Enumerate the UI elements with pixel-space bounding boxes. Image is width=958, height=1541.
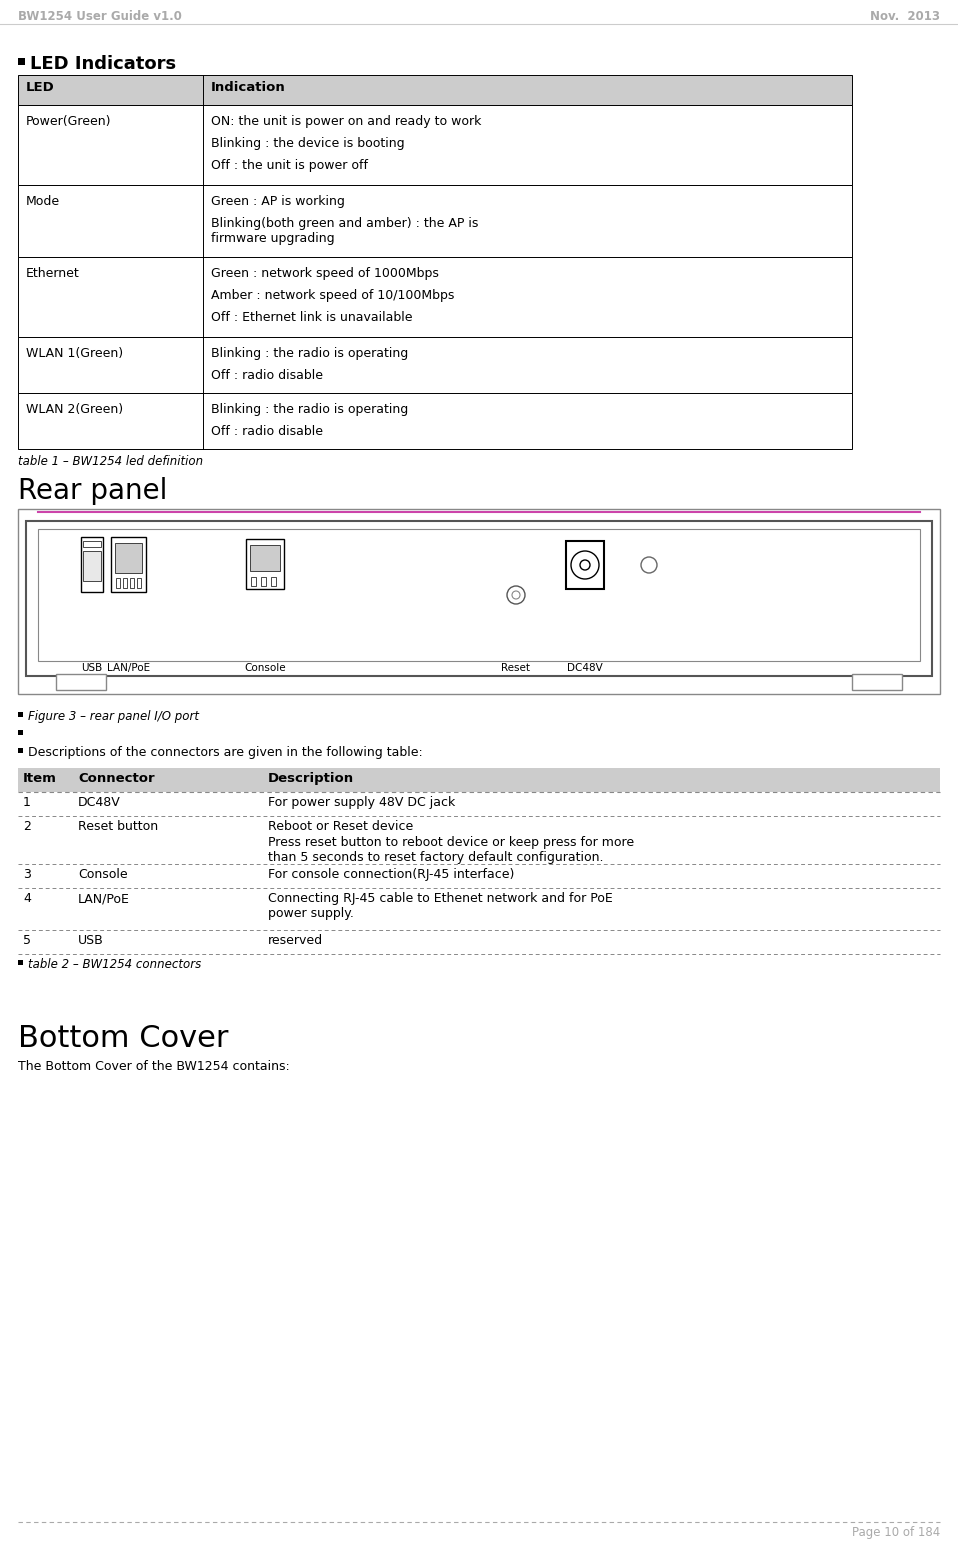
Bar bbox=[115, 542, 142, 573]
Text: Connector: Connector bbox=[78, 772, 154, 784]
Bar bbox=[18, 337, 852, 393]
Bar bbox=[18, 712, 23, 717]
Text: Blinking : the radio is operating: Blinking : the radio is operating bbox=[211, 347, 408, 361]
Bar bbox=[18, 393, 852, 448]
Bar bbox=[123, 578, 127, 589]
Bar bbox=[246, 539, 284, 589]
Text: USB: USB bbox=[78, 934, 103, 948]
Text: Figure 3 – rear panel I/O port: Figure 3 – rear panel I/O port bbox=[28, 710, 199, 723]
Text: Amber : network speed of 10/100Mbps: Amber : network speed of 10/100Mbps bbox=[211, 290, 454, 302]
Text: Off : radio disable: Off : radio disable bbox=[211, 425, 323, 438]
Bar bbox=[130, 578, 134, 589]
Text: 3: 3 bbox=[23, 868, 31, 881]
Text: The Bottom Cover of the BW1254 contains:: The Bottom Cover of the BW1254 contains: bbox=[18, 1060, 289, 1073]
Bar bbox=[83, 541, 101, 547]
Bar bbox=[18, 185, 852, 257]
Text: WLAN 2(Green): WLAN 2(Green) bbox=[26, 404, 124, 416]
Text: WLAN 1(Green): WLAN 1(Green) bbox=[26, 347, 124, 361]
Bar bbox=[137, 578, 141, 589]
Text: 4: 4 bbox=[23, 892, 31, 905]
Text: BW1254 User Guide v1.0: BW1254 User Guide v1.0 bbox=[18, 9, 182, 23]
Text: LED: LED bbox=[26, 82, 55, 94]
Text: Ethernet: Ethernet bbox=[26, 267, 80, 280]
Bar bbox=[18, 76, 852, 105]
Text: Console: Console bbox=[78, 868, 127, 881]
Text: 5: 5 bbox=[23, 934, 31, 948]
Text: Off : Ethernet link is unavailable: Off : Ethernet link is unavailable bbox=[211, 311, 413, 324]
Circle shape bbox=[641, 556, 657, 573]
Text: Blinking : the radio is operating: Blinking : the radio is operating bbox=[211, 404, 408, 416]
Text: Page 10 of 184: Page 10 of 184 bbox=[852, 1526, 940, 1539]
Text: reserved: reserved bbox=[268, 934, 323, 948]
Text: Blinking(both green and amber) : the AP is
firmware upgrading: Blinking(both green and amber) : the AP … bbox=[211, 217, 478, 245]
Text: USB: USB bbox=[81, 663, 103, 673]
Bar bbox=[250, 546, 280, 572]
Bar bbox=[26, 521, 932, 676]
Text: LED Indicators: LED Indicators bbox=[30, 55, 176, 72]
Text: table 2 – BW1254 connectors: table 2 – BW1254 connectors bbox=[28, 959, 201, 971]
Text: Bottom Cover: Bottom Cover bbox=[18, 1025, 229, 1053]
Bar bbox=[81, 536, 103, 592]
Text: DC48V: DC48V bbox=[78, 797, 121, 809]
Text: Description: Description bbox=[268, 772, 354, 784]
Text: Green : AP is working: Green : AP is working bbox=[211, 196, 345, 208]
Text: Rear panel: Rear panel bbox=[18, 478, 168, 505]
Text: Reset: Reset bbox=[501, 663, 531, 673]
Text: DC48V: DC48V bbox=[567, 663, 603, 673]
Bar bbox=[852, 673, 902, 690]
Text: Blinking : the device is booting: Blinking : the device is booting bbox=[211, 137, 404, 149]
Text: ON: the unit is power on and ready to work: ON: the unit is power on and ready to wo… bbox=[211, 116, 481, 128]
Bar bbox=[111, 536, 146, 592]
Bar bbox=[566, 541, 604, 589]
Text: Green : network speed of 1000Mbps: Green : network speed of 1000Mbps bbox=[211, 267, 439, 280]
Bar bbox=[18, 730, 23, 735]
Circle shape bbox=[512, 592, 520, 599]
Text: 1: 1 bbox=[23, 797, 31, 809]
Text: For console connection(RJ-45 interface): For console connection(RJ-45 interface) bbox=[268, 868, 514, 881]
Bar bbox=[261, 576, 266, 586]
Text: LAN/PoE: LAN/PoE bbox=[78, 892, 130, 905]
Text: Reset button: Reset button bbox=[78, 820, 158, 834]
Text: Nov.  2013: Nov. 2013 bbox=[870, 9, 940, 23]
Text: Console: Console bbox=[244, 663, 285, 673]
Bar bbox=[271, 576, 276, 586]
Bar bbox=[56, 673, 106, 690]
Text: Connecting RJ-45 cable to Ethenet network and for PoE
power supply.: Connecting RJ-45 cable to Ethenet networ… bbox=[268, 892, 613, 920]
Text: 2: 2 bbox=[23, 820, 31, 834]
Bar bbox=[18, 509, 940, 693]
Bar bbox=[18, 105, 852, 185]
Text: Mode: Mode bbox=[26, 196, 60, 208]
Circle shape bbox=[571, 552, 599, 579]
Text: Off : radio disable: Off : radio disable bbox=[211, 368, 323, 382]
Bar bbox=[83, 552, 101, 581]
Text: Power(Green): Power(Green) bbox=[26, 116, 111, 128]
Text: Off : the unit is power off: Off : the unit is power off bbox=[211, 159, 368, 173]
Text: LAN/PoE: LAN/PoE bbox=[107, 663, 150, 673]
Text: table 1 – BW1254 led definition: table 1 – BW1254 led definition bbox=[18, 455, 203, 468]
Text: Item: Item bbox=[23, 772, 57, 784]
Circle shape bbox=[507, 586, 525, 604]
Bar bbox=[18, 960, 23, 965]
Bar bbox=[38, 529, 920, 661]
Bar bbox=[116, 578, 120, 589]
Bar bbox=[251, 576, 256, 586]
Text: Descriptions of the connectors are given in the following table:: Descriptions of the connectors are given… bbox=[28, 746, 422, 760]
Bar bbox=[18, 59, 25, 65]
Bar bbox=[18, 747, 23, 754]
Text: Press reset button to reboot device or keep press for more
than 5 seconds to res: Press reset button to reboot device or k… bbox=[268, 837, 634, 865]
Text: Reboot or Reset device: Reboot or Reset device bbox=[268, 820, 413, 834]
Text: For power supply 48V DC jack: For power supply 48V DC jack bbox=[268, 797, 455, 809]
Circle shape bbox=[580, 559, 590, 570]
Bar bbox=[18, 257, 852, 337]
Text: Indication: Indication bbox=[211, 82, 285, 94]
Bar bbox=[18, 767, 940, 792]
